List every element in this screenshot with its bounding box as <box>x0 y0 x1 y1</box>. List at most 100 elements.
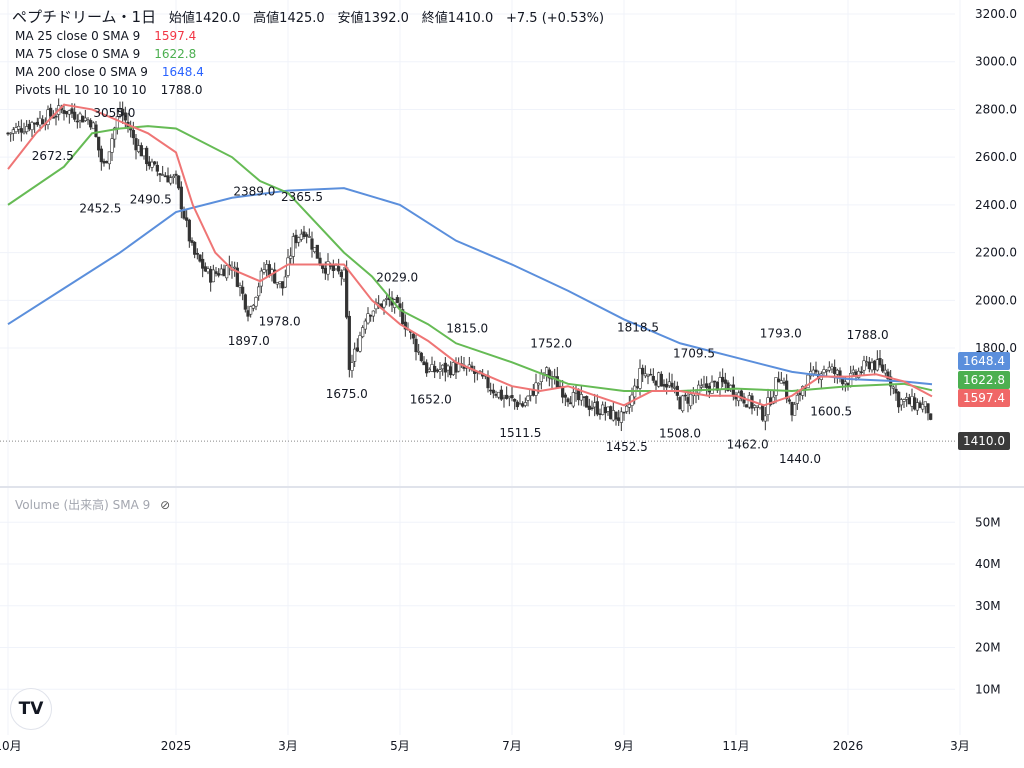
candle-body <box>611 410 615 421</box>
indicator-legend[interactable]: MA 200 close 0 SMA 9 1648.4 <box>15 65 204 79</box>
candle-body <box>563 394 567 398</box>
candle-body <box>587 405 591 410</box>
indicator-value: 1788.0 <box>160 83 203 97</box>
candle-body <box>582 396 586 398</box>
volume-legend[interactable]: Volume (出来高) SMA 9 ⊘ <box>15 496 170 513</box>
indicator-value: 1648.4 <box>161 65 204 79</box>
candle-body <box>787 399 791 402</box>
time-tick-label: 2026 <box>833 739 864 753</box>
candle-body <box>225 265 229 279</box>
candle-body <box>14 127 18 133</box>
candle-body <box>145 147 149 165</box>
candle-body <box>241 286 245 294</box>
candle-body <box>835 369 839 375</box>
candle-body <box>174 173 178 176</box>
candle-body <box>489 389 493 392</box>
candle-body <box>49 107 53 117</box>
candle-body <box>331 264 335 272</box>
indicator-label: MA 200 close 0 SMA 9 <box>15 65 148 79</box>
candle-body <box>718 377 722 390</box>
price-label: 1597.4 <box>963 391 1005 405</box>
candle-body <box>289 255 293 259</box>
candle-body <box>105 161 109 164</box>
indicator-legend[interactable]: Pivots HL 10 10 10 10 1788.0 <box>15 83 203 97</box>
candle-body <box>654 380 658 386</box>
candle-body <box>382 300 386 308</box>
candle-body <box>774 377 778 396</box>
candle-body <box>614 411 618 420</box>
time-tick-label: 11月 <box>722 739 749 753</box>
candle-body <box>601 404 605 415</box>
indicator-legend[interactable]: MA 75 close 0 SMA 9 1622.8 <box>15 47 196 61</box>
indicator-legend[interactable]: MA 25 close 0 SMA 9 1597.4 <box>15 29 196 43</box>
candle-body <box>161 174 165 176</box>
tradingview-logo[interactable]: TV <box>10 688 52 730</box>
candle-body <box>697 384 701 394</box>
candle-body <box>86 119 90 122</box>
candle-body <box>777 378 781 383</box>
candle-body <box>22 131 26 134</box>
candle-body <box>398 303 402 309</box>
candle-body <box>830 366 834 370</box>
candle-body <box>110 138 114 153</box>
candle-body <box>339 272 343 277</box>
candle-body <box>833 367 837 374</box>
candle-body <box>883 369 887 374</box>
candle-body <box>577 390 581 401</box>
candle-body <box>435 369 439 372</box>
candle-body <box>179 186 183 210</box>
candle-body <box>422 361 426 366</box>
candle-body <box>822 369 826 373</box>
price-tick-label: 2400.0 <box>975 198 1017 212</box>
candle-body <box>321 264 325 269</box>
candle-body <box>70 108 74 114</box>
indicator-label: Pivots HL 10 10 10 10 <box>15 83 147 97</box>
candle-body <box>441 364 445 370</box>
price-tick-label: 2200.0 <box>975 246 1017 260</box>
candle-body <box>361 327 365 337</box>
candle-body <box>795 394 799 404</box>
candle-body <box>918 402 922 409</box>
candle-body <box>894 388 898 394</box>
volume-tick-label: 30M <box>975 599 1001 613</box>
candle-body <box>561 387 565 398</box>
candle-body <box>65 111 69 115</box>
candle-body <box>523 402 527 406</box>
candle-body <box>131 129 135 139</box>
candle-body <box>491 389 495 394</box>
candle-body <box>457 363 461 372</box>
candle-body <box>875 359 879 371</box>
candle-body <box>755 405 759 408</box>
price-label-badge <box>958 389 1010 407</box>
candle-body <box>107 151 111 165</box>
candle-body <box>358 335 362 352</box>
candle-body <box>190 240 194 243</box>
eye-off-icon[interactable]: ⊘ <box>160 498 171 512</box>
candle-body <box>641 367 645 375</box>
candle-body <box>323 268 327 274</box>
candle-body <box>430 364 434 372</box>
candle-body <box>9 132 13 135</box>
candle-body <box>798 392 802 396</box>
candle-body <box>222 268 226 277</box>
candle-body <box>342 269 346 280</box>
candle-body <box>606 406 610 412</box>
candle-body <box>142 148 146 157</box>
pivot-label: 1600.5 <box>810 405 852 419</box>
price-label-badge <box>958 432 1010 450</box>
pivot-label: 1462.0 <box>727 438 769 452</box>
candle-body <box>761 405 765 421</box>
candle-body <box>862 360 866 371</box>
candle-body <box>267 264 271 276</box>
volume-tick-label: 20M <box>975 641 1001 655</box>
candle-body <box>779 380 783 384</box>
candle-body <box>123 112 127 121</box>
candle-body <box>627 403 631 408</box>
candle-body <box>657 372 661 387</box>
time-tick-label: 2025 <box>161 739 192 753</box>
candle-body <box>449 366 453 376</box>
pivot-label: 1709.5 <box>673 347 715 361</box>
candle-body <box>886 371 890 380</box>
pivot-label: 1752.0 <box>530 336 572 350</box>
